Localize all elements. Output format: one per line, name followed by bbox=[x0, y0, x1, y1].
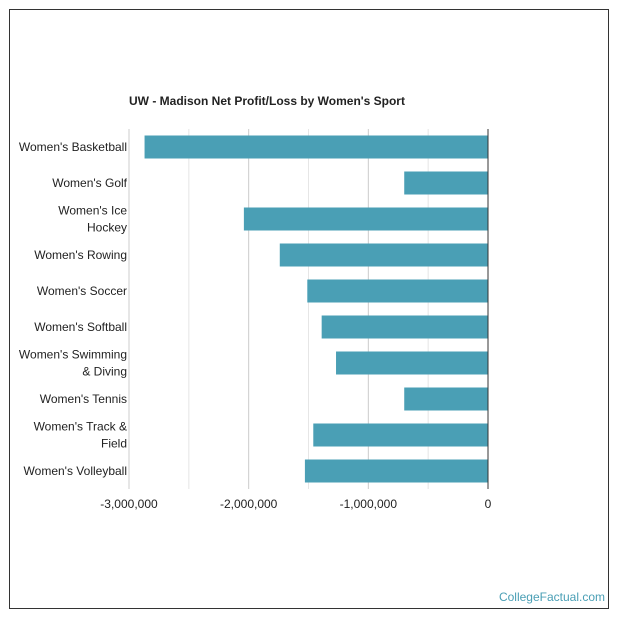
category-label: Women's Ice bbox=[58, 204, 127, 218]
x-tick-labels: -3,000,000 -2,000,000 -1,000,000 0 bbox=[100, 497, 491, 511]
category-label: Women's Rowing bbox=[34, 248, 127, 262]
category-label: Women's Tennis bbox=[40, 392, 127, 406]
bars bbox=[144, 135, 488, 483]
category-label: Women's Golf bbox=[52, 176, 127, 190]
bar bbox=[144, 135, 488, 159]
x-tick-label: -2,000,000 bbox=[220, 497, 278, 511]
bar bbox=[307, 279, 488, 303]
category-label: Women's Volleyball bbox=[24, 464, 127, 478]
category-label: & Diving bbox=[82, 365, 127, 379]
category-label: Field bbox=[101, 437, 127, 451]
bar bbox=[279, 243, 488, 267]
category-label: Hockey bbox=[87, 221, 127, 235]
bar bbox=[321, 315, 488, 339]
bar bbox=[243, 207, 488, 231]
category-label: Women's Track & bbox=[34, 420, 127, 434]
bar bbox=[313, 423, 488, 447]
category-label: Women's Swimming bbox=[19, 348, 127, 362]
bar bbox=[404, 387, 488, 411]
category-labels: Women's Basketball Women's Golf Women's Ic… bbox=[19, 140, 128, 478]
x-tick-label: -1,000,000 bbox=[340, 497, 398, 511]
category-label: Women's Basketball bbox=[19, 140, 127, 154]
category-label: Women's Softball bbox=[34, 320, 127, 334]
bar bbox=[304, 459, 488, 483]
bar bbox=[404, 171, 488, 195]
x-tick-label: -3,000,000 bbox=[100, 497, 158, 511]
category-label: Women's Soccer bbox=[37, 284, 127, 298]
chart-title: UW - Madison Net Profit/Loss by Women's … bbox=[129, 94, 405, 108]
bar bbox=[336, 351, 488, 375]
x-tick-label: 0 bbox=[485, 497, 492, 511]
watermark: CollegeFactual.com bbox=[498, 590, 605, 604]
